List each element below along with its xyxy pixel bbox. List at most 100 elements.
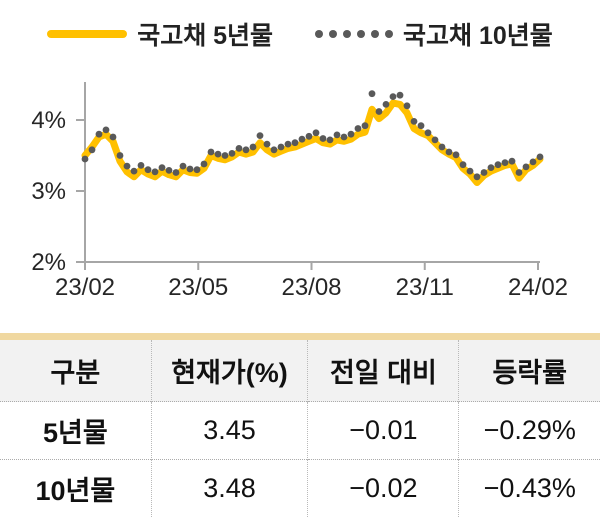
series-dot-10y <box>397 92 404 99</box>
series-dot-10y <box>516 169 523 176</box>
x-axis-tick-label: 23/02 <box>55 274 115 301</box>
series-dot-10y <box>103 127 110 134</box>
value-10y-rate: −0.43% <box>459 460 600 517</box>
y-axis-tick-label: 4% <box>31 107 66 134</box>
legend-dot <box>385 30 393 38</box>
series-dot-10y <box>166 167 173 174</box>
header-change-rate: 등락률 <box>459 337 600 402</box>
series-dot-10y <box>474 173 481 180</box>
x-axis-tick-label: 23/08 <box>281 274 341 301</box>
series-dot-10y <box>306 133 313 140</box>
series-dot-10y <box>250 144 257 151</box>
x-axis-tick-label: 23/05 <box>168 274 228 301</box>
legend-line-swatch <box>47 30 127 38</box>
series-dot-10y <box>131 168 138 175</box>
series-dot-10y <box>257 132 264 139</box>
series-dot-10y <box>271 146 278 153</box>
legend-dot <box>357 30 365 38</box>
series-dot-10y <box>411 118 418 125</box>
series-dot-10y <box>89 146 96 153</box>
value-5y-change: −0.01 <box>308 402 459 460</box>
series-dot-10y <box>376 108 383 115</box>
series-dot-10y <box>355 125 362 132</box>
bond-summary-table: 구분 현재가(%) 전일 대비 등락률 5년물 3.45 −0.01 −0.29… <box>0 333 600 517</box>
series-dot-10y <box>432 137 439 144</box>
series-dot-10y <box>502 159 509 166</box>
series-dot-10y <box>180 163 187 170</box>
row-label-5y: 5년물 <box>0 402 151 460</box>
series-dot-10y <box>187 166 194 173</box>
series-dot-10y <box>222 152 229 159</box>
series-dot-10y <box>383 101 390 108</box>
y-axis-tick-label: 3% <box>31 178 66 205</box>
series-dot-10y <box>404 102 411 109</box>
header-day-change: 전일 대비 <box>308 337 459 402</box>
value-5y-price: 3.45 <box>151 402 308 460</box>
series-dot-10y <box>110 134 117 141</box>
series-dot-10y <box>313 129 320 136</box>
legend-label-5y: 국고채 5년물 <box>137 16 273 52</box>
legend-label-10y: 국고채 10년물 <box>403 16 553 52</box>
legend-dot <box>329 30 337 38</box>
series-dot-10y <box>446 149 453 156</box>
series-dot-10y <box>369 90 376 97</box>
series-dot-10y <box>488 164 495 171</box>
value-10y-change: −0.02 <box>308 460 459 517</box>
series-dot-10y <box>208 149 215 156</box>
series-dot-10y <box>229 150 236 157</box>
series-dot-10y <box>299 136 306 143</box>
header-gubun: 구분 <box>0 337 151 402</box>
series-dot-10y <box>138 162 145 169</box>
series-dot-10y <box>460 161 467 168</box>
series-dot-10y <box>439 144 446 151</box>
series-dot-10y <box>215 151 222 158</box>
series-dot-10y <box>145 166 152 173</box>
series-dot-10y <box>418 122 425 129</box>
value-5y-rate: −0.29% <box>459 402 600 460</box>
series-dot-10y <box>278 144 285 151</box>
value-10y-price: 3.48 <box>151 460 308 517</box>
series-dot-10y <box>243 146 250 153</box>
series-dot-10y <box>264 141 271 148</box>
series-dot-10y <box>285 141 292 148</box>
series-dot-10y <box>96 131 103 138</box>
series-dot-10y <box>82 156 89 163</box>
series-dot-10y <box>124 163 131 170</box>
legend-dots-swatch <box>315 30 393 38</box>
chart-legend: 국고채 5년물 국고채 10년물 <box>0 16 600 52</box>
series-dot-10y <box>117 152 124 159</box>
series-dot-10y <box>481 169 488 176</box>
series-dot-10y <box>348 131 355 138</box>
series-dot-10y <box>425 129 432 136</box>
series-dot-10y <box>334 132 341 139</box>
series-dot-10y <box>327 137 334 144</box>
x-axis-tick-label: 24/02 <box>508 274 568 301</box>
series-dot-10y <box>236 145 243 152</box>
legend-dot <box>371 30 379 38</box>
series-dot-10y <box>495 161 502 168</box>
bond-summary-table-wrap: 구분 현재가(%) 전일 대비 등락률 5년물 3.45 −0.01 −0.29… <box>0 333 600 517</box>
table-row-10y: 10년물 3.48 −0.02 −0.43% <box>0 460 600 517</box>
series-dot-10y <box>390 93 397 100</box>
table-row-5y: 5년물 3.45 −0.01 −0.29% <box>0 402 600 460</box>
legend-item-5y: 국고채 5년물 <box>47 16 273 52</box>
legend-dot <box>315 30 323 38</box>
series-dot-10y <box>467 168 474 175</box>
series-dot-10y <box>453 151 460 158</box>
series-dot-10y <box>173 169 180 176</box>
legend-dot <box>343 30 351 38</box>
series-dot-10y <box>292 139 299 146</box>
series-dot-10y <box>159 164 166 171</box>
bond-yield-report: { "legend": { "series1_label": "국고채 5년물"… <box>0 0 600 504</box>
series-dot-10y <box>194 166 201 173</box>
series-dot-10y <box>341 134 348 141</box>
row-label-10y: 10년물 <box>0 460 151 517</box>
header-current-price: 현재가(%) <box>151 337 308 402</box>
y-axis-tick-label: 2% <box>31 249 66 276</box>
series-dot-10y <box>152 168 159 175</box>
series-dot-10y <box>362 122 369 129</box>
series-dot-10y <box>530 159 537 166</box>
series-dot-10y <box>509 158 516 165</box>
table-header-row: 구분 현재가(%) 전일 대비 등락률 <box>0 337 600 402</box>
